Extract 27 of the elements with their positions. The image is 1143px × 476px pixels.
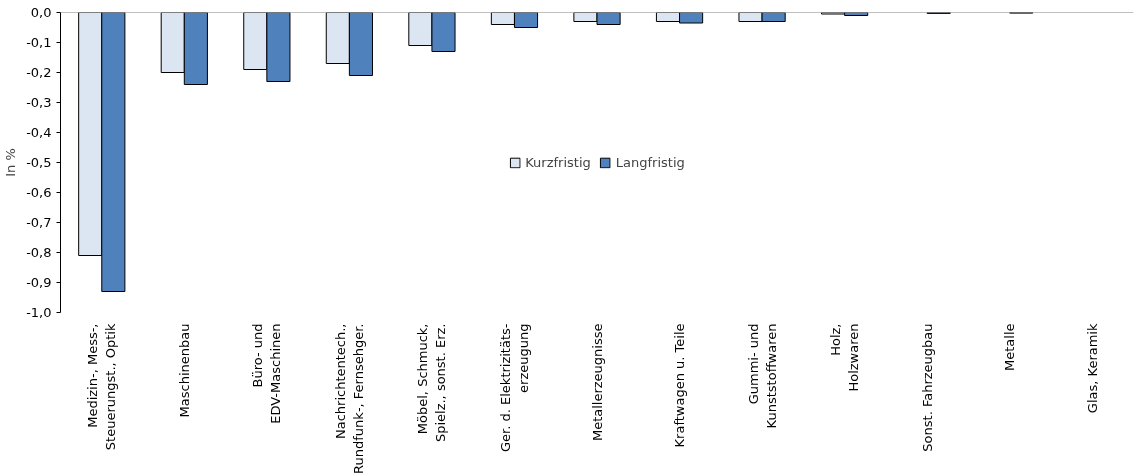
x-tick-label: Metalle: [1002, 323, 1018, 371]
x-tick-label: Büro- und EDV-Maschinen: [250, 323, 284, 424]
y-tick-label: -0,1: [26, 35, 52, 50]
legend-label: Langfristig: [615, 154, 685, 170]
y-axis-title: In %: [3, 148, 19, 177]
x-tick-label: Kraftwagen u. Teile: [672, 323, 688, 448]
y-tick-label: -0,9: [26, 275, 52, 290]
x-tick-label: Sonst. Fahrzeugbau: [919, 323, 935, 452]
x-tick-label: Glas, Keramik: [1084, 323, 1100, 414]
y-tick-label: -0,4: [26, 125, 52, 140]
x-tick-label: Maschinenbau: [176, 323, 192, 418]
x-tick-label: Holz, Holzwaren: [828, 323, 862, 392]
y-tick-label: -0,3: [26, 95, 52, 110]
y-tick-label: -0,6: [26, 185, 52, 200]
x-tick-label: Möbel, Schmuck, Spielz., sonst. Erz.: [415, 323, 449, 443]
x-tick-label: Gummi- und Kunststoffwaren: [745, 323, 779, 429]
y-tick-label: -0,7: [26, 215, 52, 230]
legend-label: Kurzfristig: [525, 154, 591, 170]
y-tick-label: -1,0: [26, 305, 52, 320]
y-tick-label: 0,0: [30, 5, 52, 20]
x-tick-label: Medizin-, Mess-, Steuerungst., Optik: [85, 323, 119, 451]
y-tick-label: -0,5: [26, 155, 52, 170]
x-tick-label: Ger. d. Elektrizitäts- erzeugung: [497, 323, 531, 452]
x-tick-label: Metallerzeugnisse: [589, 323, 605, 442]
y-tick-label: -0,8: [26, 245, 52, 260]
y-tick-label: -0,2: [26, 65, 52, 80]
x-tick-label: Nachrichtentech., Rundfunk-, Fernsehger.: [332, 323, 366, 474]
